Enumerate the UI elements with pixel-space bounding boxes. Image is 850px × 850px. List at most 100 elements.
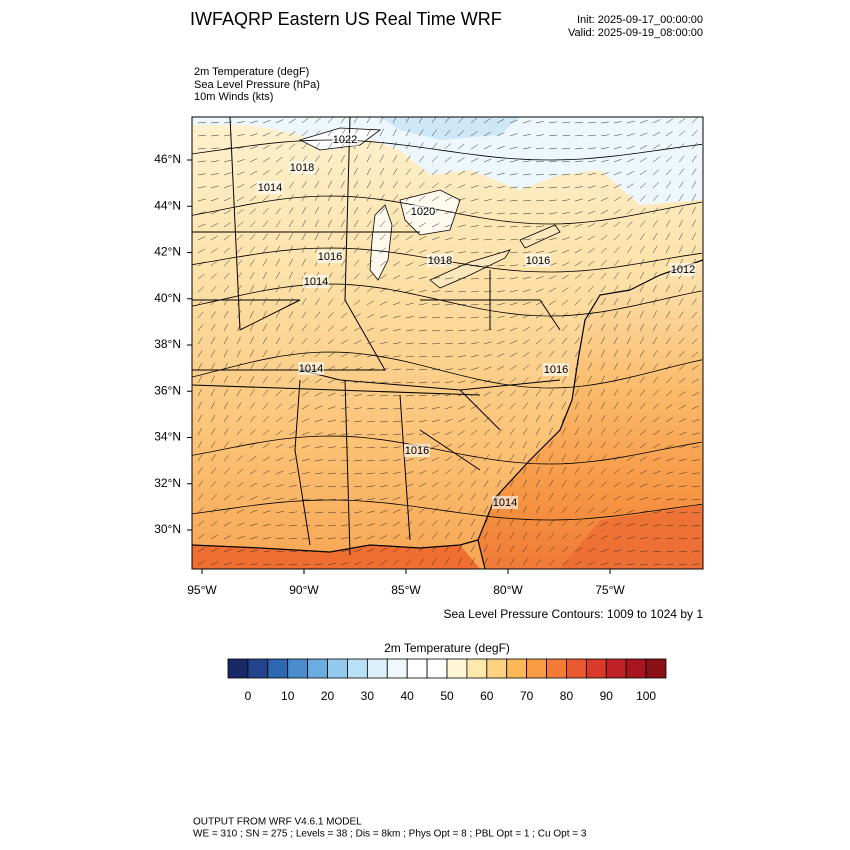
wind-barb [600, 311, 606, 319]
wind-barb [678, 404, 687, 410]
wind-barb [626, 246, 633, 254]
wind-barb [509, 146, 518, 150]
wind-barb [548, 134, 557, 137]
wind-barb [470, 506, 476, 514]
wind-barb [353, 154, 358, 163]
wind-barb [210, 160, 219, 163]
wind-barb [561, 337, 568, 345]
wind-barb [301, 143, 308, 150]
wind-barb [548, 237, 557, 241]
wind-barb [379, 497, 388, 501]
wind-barb [418, 342, 427, 345]
wind-barb [444, 368, 453, 371]
wind-barb [665, 232, 671, 241]
wind-barb [496, 172, 505, 176]
wind-barb [379, 433, 388, 436]
wind-barb [626, 442, 634, 449]
wind-barb [587, 441, 593, 449]
wind-barb [418, 329, 427, 332]
wind-barb [587, 121, 596, 124]
wind-barb [691, 365, 699, 371]
wind-barb [262, 483, 271, 488]
wind-barb [444, 481, 452, 488]
wind-barb [340, 339, 348, 345]
wind-barb [301, 245, 306, 254]
wind-barb [613, 522, 622, 527]
wind-barb [652, 144, 660, 150]
wind-barb [561, 414, 566, 423]
wind-barb [340, 366, 349, 371]
wind-barb [691, 445, 700, 449]
wind-barb [522, 558, 529, 566]
field-label: Sea Level Pressure (hPa) [194, 79, 320, 91]
wind-barb [314, 418, 323, 423]
wind-barb [678, 311, 684, 319]
wind-barb [275, 258, 281, 267]
wind-barb [678, 458, 687, 462]
wind-barb [665, 284, 670, 293]
wind-barb [392, 521, 401, 527]
wind-barb [509, 441, 515, 449]
wind-barb [496, 390, 504, 397]
wind-barb [353, 259, 360, 267]
wind-barb [431, 277, 440, 280]
wind-barb [496, 557, 502, 566]
wind-barb [275, 363, 281, 371]
wind-barb [418, 222, 426, 228]
wind-barb [197, 520, 205, 527]
wind-barb [548, 440, 553, 449]
wind-barb [366, 485, 375, 488]
wind-barb [431, 558, 437, 566]
wind-barb [574, 375, 580, 384]
contour-note: Sea Level Pressure Contours: 1009 to 102… [444, 607, 704, 621]
wind-barb [405, 316, 414, 319]
colorbar-tick-label: 20 [321, 689, 335, 703]
wind-barb [262, 496, 271, 501]
wind-barb [483, 131, 492, 137]
wind-barb [587, 480, 594, 488]
wind-barb [249, 259, 255, 267]
wind-barb [379, 247, 387, 254]
wind-barb [665, 181, 672, 189]
wind-barb [197, 533, 205, 540]
x-tick-label: 75°W [595, 583, 625, 597]
wind-barb [223, 336, 229, 345]
wind-barb [223, 247, 231, 254]
wind-barb [548, 532, 555, 540]
wind-barb [509, 251, 518, 254]
y-tick-label: 44°N [154, 198, 181, 212]
wind-barb [587, 521, 595, 527]
wind-barb [535, 376, 542, 384]
wind-barb [288, 431, 297, 436]
wind-barb [639, 145, 648, 150]
wind-barb [574, 121, 583, 124]
wind-barb [405, 381, 414, 384]
contour-label: 1014 [493, 497, 517, 509]
wind-barb [548, 287, 557, 293]
wind-barb [262, 323, 267, 332]
wind-barb [678, 563, 687, 566]
wind-barb [197, 480, 203, 488]
wind-barb [652, 169, 660, 176]
colorbar-tick-label: 60 [480, 689, 494, 703]
wind-barb [340, 379, 349, 384]
wind-barb [262, 402, 269, 410]
wind-barb [197, 211, 206, 215]
wind-barb [665, 511, 674, 514]
wind-barb [353, 523, 362, 527]
wind-barb [522, 518, 528, 527]
wind-barb [301, 194, 307, 202]
wind-barb [626, 509, 635, 514]
wind-barb [561, 186, 570, 189]
wind-barb [600, 401, 606, 410]
wind-barb [665, 471, 674, 475]
wind-barb [418, 533, 425, 540]
wind-barb [613, 272, 619, 280]
wind-barb [223, 147, 232, 150]
wind-barb [470, 480, 477, 488]
wind-barb [210, 362, 215, 371]
wind-barb [509, 415, 516, 423]
wind-barb [444, 290, 453, 293]
wind-barb [522, 199, 531, 202]
wind-barb [483, 251, 492, 254]
